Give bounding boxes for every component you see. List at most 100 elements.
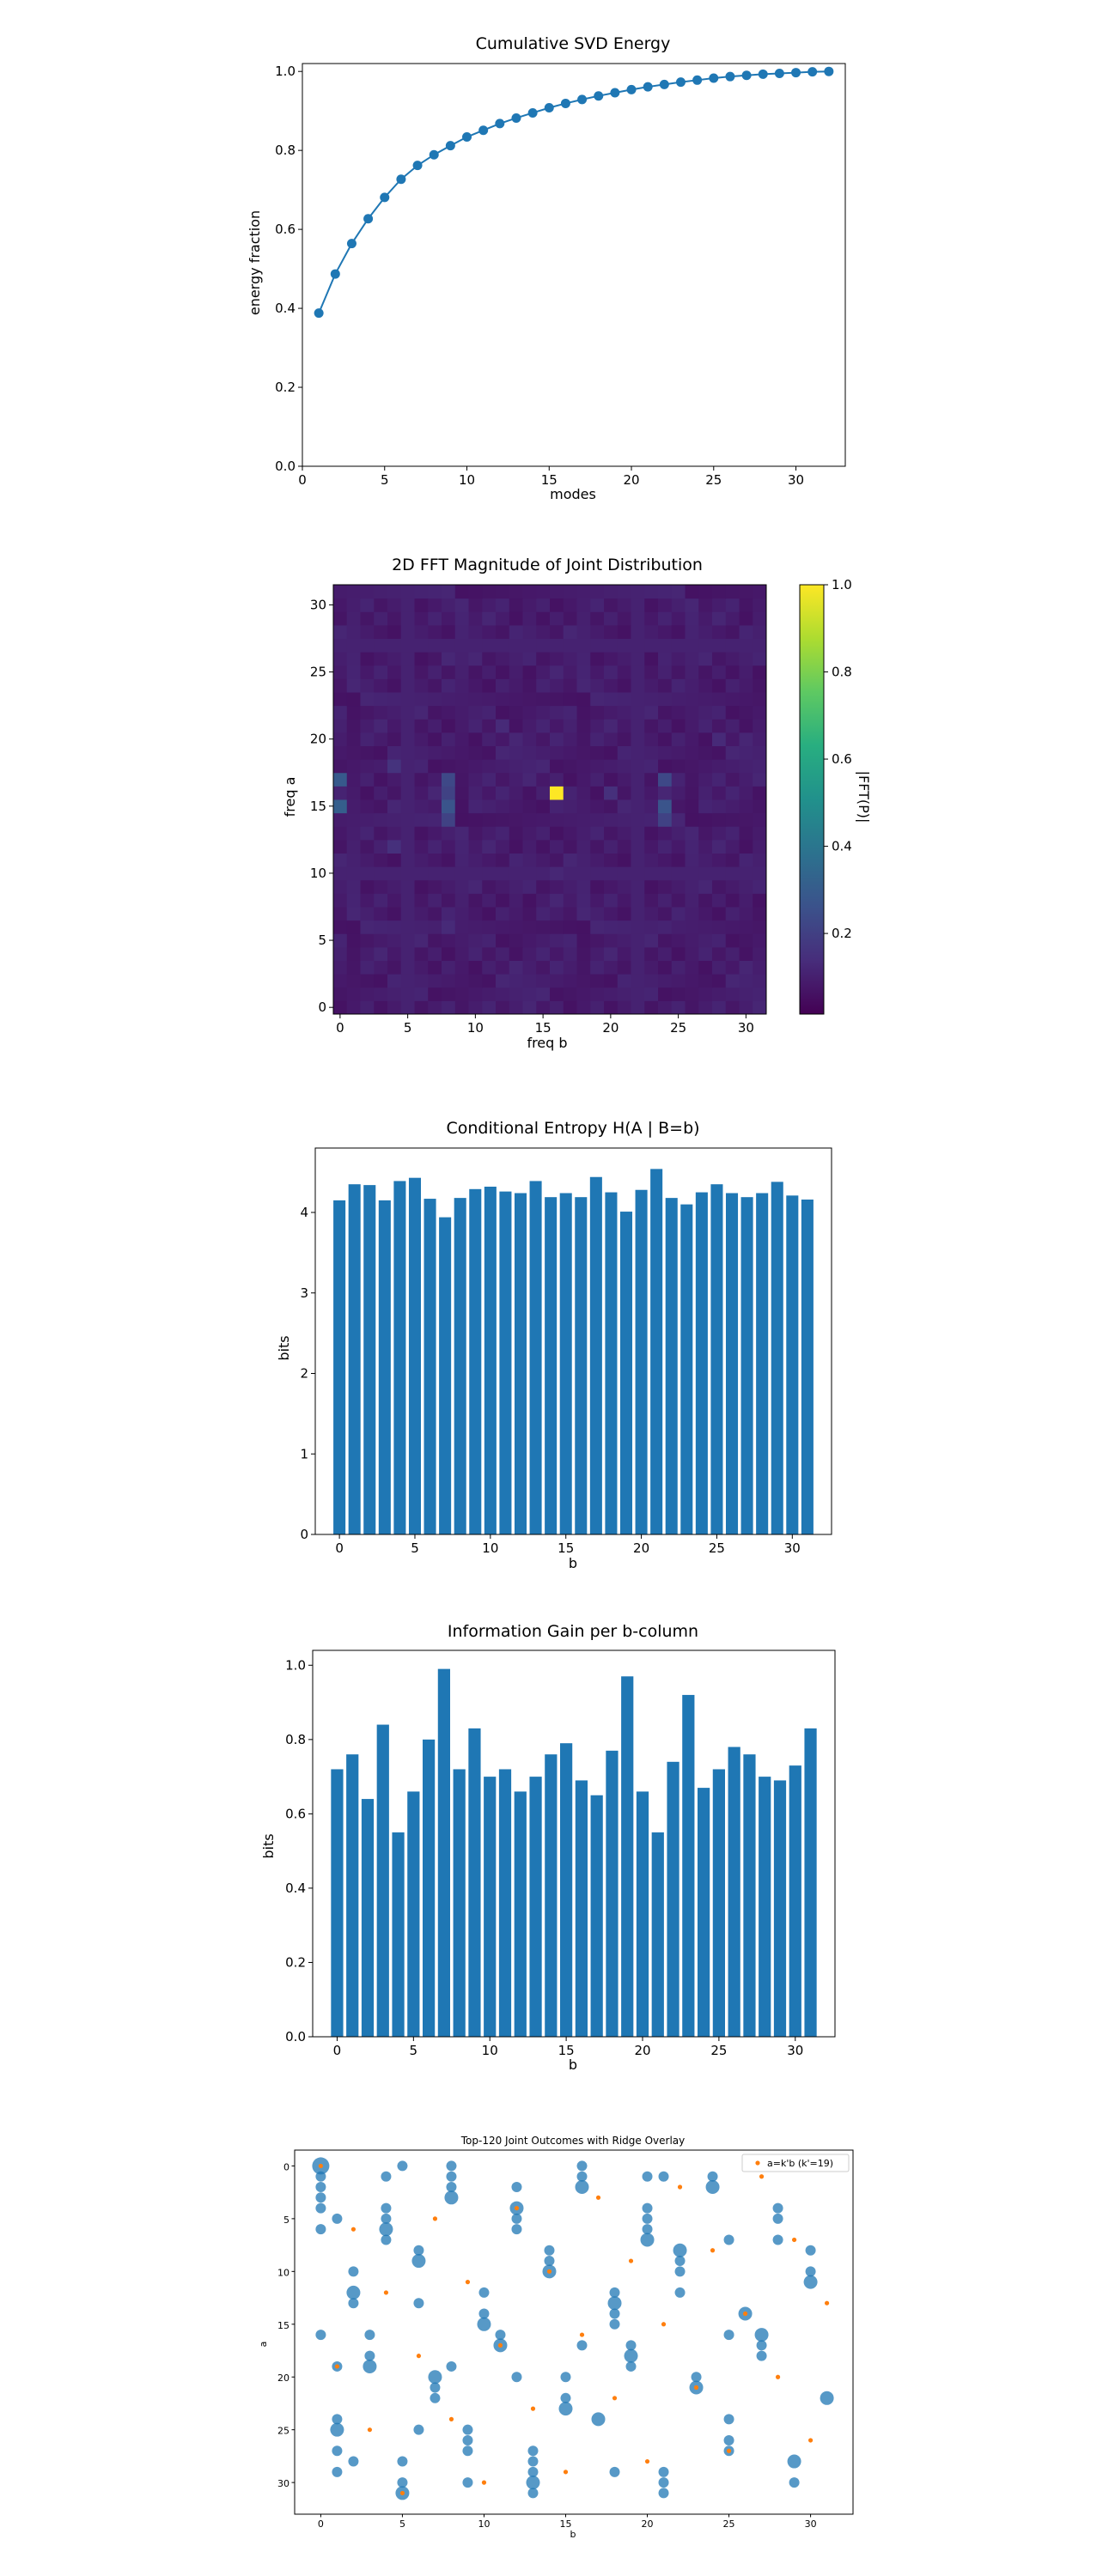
heatmap-cell [522,732,537,746]
heatmap-cell [374,974,388,988]
heatmap-cell [631,705,645,720]
heatmap-cell [400,839,415,854]
heatmap-cell [725,933,740,948]
heatmap-cell [604,786,619,800]
heatmap-cell [468,853,483,867]
heatmap-cell [631,933,645,948]
heatmap-cell [387,745,402,760]
heatmap-cell [576,759,591,774]
heatmap-cell [604,719,619,733]
heatmap-cell [400,799,415,814]
heatmap-cell [400,638,415,653]
heatmap-cell [468,678,483,693]
bar [331,1769,344,2037]
heatmap-cell [725,853,740,867]
heatmap-cell [631,732,645,746]
heatmap-cell [725,826,740,841]
heatmap-cell [671,907,686,921]
y-tick-label: 5 [318,933,326,948]
x-tick-label: 0 [336,1020,344,1036]
heatmap-cell [685,598,699,612]
heatmap-cell [739,812,753,827]
heatmap-cell [482,652,497,666]
y-axis-label: freq a [282,777,298,817]
heatmap-cell [685,974,699,988]
heatmap-cell [482,745,497,760]
heatmap-cell [604,638,619,653]
heatmap-cell [617,866,631,881]
heatmap-cell [468,652,483,666]
heatmap-cell [644,974,659,988]
heatmap-cell [496,826,510,841]
heatmap-cell [496,799,510,814]
heatmap-cell [468,772,483,787]
heatmap-cell [509,732,523,746]
heatmap-cell [496,960,510,975]
heatmap-cell [590,933,605,948]
heatmap-cell [685,611,699,626]
bar [590,1795,603,2037]
heatmap-cell [550,920,564,934]
heatmap-cell [522,879,537,894]
heatmap-cell [468,933,483,948]
heatmap-cell [414,732,429,746]
outcome-point [756,2350,767,2361]
series-line [318,70,829,313]
outcome-point [315,2330,326,2341]
heatmap-cell [739,866,753,881]
heatmap-cell [631,907,645,921]
heatmap-cell [454,705,469,720]
heatmap-cell [725,652,740,666]
heatmap-cell [400,624,415,639]
heatmap-cell [725,759,740,774]
heatmap-cell [428,812,442,827]
heatmap-cell [536,960,551,975]
heatmap-cell [428,893,442,908]
heatmap-cell [414,893,429,908]
heatmap-cell [522,826,537,841]
outcome-point [640,2233,655,2247]
heatmap-cell [725,732,740,746]
heatmap-cell [590,692,605,707]
heatmap-cell [685,853,699,867]
heatmap-cell [428,772,442,787]
heatmap-cell [496,853,510,867]
ridge-point [448,2416,454,2421]
heatmap-cell [685,719,699,733]
heatmap-cell [671,678,686,693]
heatmap-cell [387,732,402,746]
heatmap-cell [522,1000,537,1015]
x-tick-label: 10 [482,1540,498,1556]
heatmap-cell [360,839,375,854]
heatmap-cell [712,678,727,693]
heatmap-cell [576,692,591,707]
heatmap-cell [739,652,753,666]
heatmap-cell [617,879,631,894]
heatmap-cell [712,987,727,1001]
heatmap-cell [698,786,713,800]
heatmap-cell [739,946,753,961]
ridge-point [726,2448,732,2453]
outcome-point [462,2445,473,2457]
heatmap-cell [536,705,551,720]
heatmap-cell [698,826,713,841]
heatmap-cell [482,611,497,626]
heatmap-cell [698,907,713,921]
axes-frame [312,1649,836,2038]
heatmap-cell [454,866,469,881]
heatmap-cell [414,705,429,720]
heatmap-cell [442,933,456,948]
heatmap-cell [414,719,429,733]
heatmap-cell [333,987,348,1001]
heatmap-cell [346,705,361,720]
heatmap-cell [685,1000,699,1015]
heatmap-cell [725,920,740,934]
heatmap-cell [644,987,659,1001]
heatmap-cell [753,598,767,612]
heatmap-cell [442,907,456,921]
x-tick-label: 30 [805,2518,817,2530]
bar [333,1200,346,1534]
heatmap-cell [509,866,523,881]
bar [606,1750,619,2037]
